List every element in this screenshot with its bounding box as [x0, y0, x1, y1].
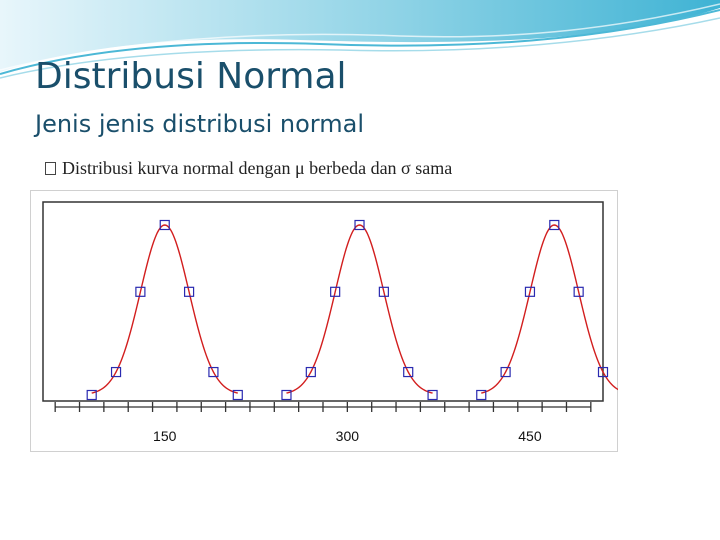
slide-subtitle: Jenis jenis distribusi normal	[35, 110, 364, 138]
normal-curves-chart: 150 300 450	[30, 190, 618, 452]
data-point-marker	[597, 366, 609, 378]
normal-curve-1	[91, 224, 238, 394]
data-point-marker	[403, 366, 414, 378]
data-point-marker	[305, 366, 316, 378]
data-point-marker	[573, 286, 584, 297]
normal-curve-2	[286, 224, 433, 394]
data-point-marker	[500, 366, 511, 378]
data-point-marker	[183, 286, 195, 297]
bullet-text: Distribusi kurva normal dengan μ berbeda…	[62, 158, 453, 178]
x-tick-label: 150	[153, 428, 177, 444]
data-point-marker	[232, 389, 243, 401]
data-point-marker	[476, 389, 487, 401]
x-axis-ticks	[54, 402, 592, 412]
x-tick-label: 450	[518, 428, 542, 444]
data-point-marker	[135, 286, 146, 297]
data-point-marker	[208, 366, 219, 378]
slide-title: Distribusi Normal	[35, 56, 347, 97]
data-point-marker	[159, 219, 170, 231]
curves-layer	[91, 224, 618, 394]
data-point-marker	[281, 389, 292, 401]
data-point-marker	[86, 389, 97, 401]
data-point-marker	[427, 389, 438, 401]
header-swoosh-decoration	[0, 0, 720, 79]
plot-frame	[42, 201, 604, 402]
bullet-item: Distribusi kurva normal dengan μ berbeda…	[45, 158, 452, 179]
x-axis-tick-labels: 150 300 450	[153, 428, 542, 444]
markers-layer	[86, 219, 609, 401]
normal-curve-3	[481, 224, 618, 394]
data-point-marker	[330, 286, 341, 297]
data-point-marker	[524, 286, 536, 297]
data-point-marker	[378, 286, 389, 297]
data-point-marker	[354, 219, 365, 231]
bullet-box-icon	[45, 162, 56, 175]
data-point-marker	[110, 366, 122, 378]
x-tick-label: 300	[336, 428, 360, 444]
data-point-marker	[549, 219, 560, 231]
